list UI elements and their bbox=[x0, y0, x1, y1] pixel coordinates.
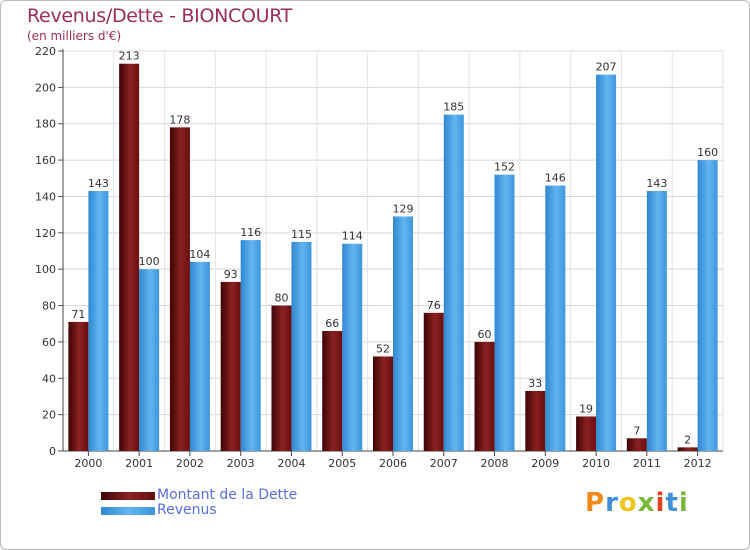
bar-dette bbox=[322, 331, 343, 451]
x-tick-label: 2011 bbox=[633, 457, 661, 470]
data-label-dette: 19 bbox=[579, 402, 593, 415]
bar-revenus bbox=[291, 241, 312, 451]
logo-letter: i bbox=[678, 488, 689, 518]
data-label-dette: 71 bbox=[71, 308, 85, 321]
x-tick-label: 2012 bbox=[684, 457, 712, 470]
logo-letter: i bbox=[655, 488, 666, 518]
x-tick-label: 2002 bbox=[176, 457, 204, 470]
data-label-dette: 33 bbox=[528, 377, 542, 390]
bar-revenus bbox=[342, 243, 363, 451]
data-label-dette: 76 bbox=[427, 299, 441, 312]
data-label-dette: 52 bbox=[376, 342, 390, 355]
data-label-revenus: 115 bbox=[291, 228, 312, 241]
y-tick-label: 60 bbox=[42, 336, 56, 349]
bar-dette bbox=[626, 438, 647, 451]
x-tick-label: 2003 bbox=[227, 457, 255, 470]
y-tick-label: 220 bbox=[35, 45, 56, 58]
bar-revenus bbox=[697, 160, 718, 451]
y-tick-label: 180 bbox=[35, 118, 56, 131]
y-tick-label: 40 bbox=[42, 372, 56, 385]
bar-dette bbox=[525, 391, 546, 451]
data-label-revenus: 104 bbox=[189, 248, 210, 261]
data-label-revenus: 160 bbox=[697, 146, 718, 159]
x-tick-label: 2001 bbox=[125, 457, 153, 470]
bar-revenus bbox=[545, 185, 566, 451]
bar-revenus bbox=[596, 74, 617, 452]
data-label-dette: 93 bbox=[224, 268, 238, 281]
bar-dette bbox=[119, 63, 140, 452]
logo-letter: t bbox=[665, 488, 679, 518]
bar-revenus bbox=[139, 269, 160, 451]
data-label-dette: 178 bbox=[169, 113, 190, 126]
data-label-dette: 80 bbox=[274, 292, 288, 305]
bar-dette bbox=[474, 341, 495, 451]
data-label-revenus: 116 bbox=[240, 226, 261, 239]
y-tick-label: 160 bbox=[35, 154, 56, 167]
bar-dette bbox=[220, 281, 241, 451]
bar-revenus bbox=[494, 174, 515, 452]
data-label-dette: 2 bbox=[684, 433, 691, 446]
bar-dette bbox=[271, 305, 292, 451]
y-tick-label: 100 bbox=[35, 263, 56, 276]
x-tick-label: 2004 bbox=[277, 457, 305, 470]
legend-label-dette: Montant de la Dette bbox=[157, 487, 298, 503]
chart-subtitle: (en milliers d'€) bbox=[27, 29, 122, 43]
data-label-revenus: 152 bbox=[494, 161, 515, 174]
x-tick-label: 2006 bbox=[379, 457, 407, 470]
data-label-revenus: 100 bbox=[139, 255, 160, 268]
data-label-dette: 213 bbox=[119, 50, 140, 63]
bar-dette bbox=[423, 312, 444, 451]
bar-revenus bbox=[88, 191, 109, 451]
data-label-revenus: 129 bbox=[393, 202, 414, 215]
data-label-revenus: 143 bbox=[88, 177, 109, 190]
y-tick-label: 20 bbox=[42, 409, 56, 422]
data-label-revenus: 207 bbox=[596, 61, 617, 74]
y-tick-label: 0 bbox=[49, 445, 56, 458]
x-tick-label: 2000 bbox=[74, 457, 102, 470]
bar-revenus bbox=[240, 240, 261, 451]
x-tick-label: 2007 bbox=[430, 457, 458, 470]
legend-label-revenus: Revenus bbox=[157, 502, 217, 518]
data-label-revenus: 114 bbox=[342, 230, 363, 243]
logo-letter: r bbox=[605, 488, 619, 518]
data-label-dette: 66 bbox=[325, 317, 339, 330]
data-label-dette: 7 bbox=[633, 424, 640, 437]
legend-swatch-revenus bbox=[101, 507, 155, 515]
x-tick-label: 2008 bbox=[481, 457, 509, 470]
bar-revenus bbox=[646, 191, 667, 451]
bar-dette bbox=[68, 321, 89, 451]
bar-revenus bbox=[443, 114, 464, 452]
chart-title: Revenus/Dette - BIONCOURT bbox=[27, 5, 293, 27]
y-tick-label: 80 bbox=[42, 300, 56, 313]
logo-letter: o bbox=[618, 488, 638, 518]
proxiti-logo: Proxiti bbox=[585, 488, 689, 518]
x-tick-label: 2009 bbox=[531, 457, 559, 470]
data-label-revenus: 146 bbox=[545, 172, 566, 185]
data-label-dette: 60 bbox=[478, 328, 492, 341]
data-label-revenus: 143 bbox=[646, 177, 667, 190]
bar-revenus bbox=[189, 261, 210, 451]
y-tick-label: 120 bbox=[35, 227, 56, 240]
bar-dette bbox=[169, 127, 190, 451]
bar-dette bbox=[373, 356, 393, 451]
legend-swatch-dette bbox=[101, 492, 155, 500]
x-tick-label: 2010 bbox=[582, 457, 610, 470]
logo-letter: P bbox=[585, 488, 606, 518]
bar-dette bbox=[677, 447, 698, 451]
bar-revenus bbox=[393, 216, 413, 451]
data-label-revenus: 185 bbox=[443, 101, 464, 114]
y-tick-label: 200 bbox=[35, 81, 56, 94]
logo-letter: x bbox=[637, 488, 656, 518]
y-tick-label: 140 bbox=[35, 190, 56, 203]
x-tick-label: 2005 bbox=[328, 457, 356, 470]
bar-dette bbox=[576, 416, 597, 451]
